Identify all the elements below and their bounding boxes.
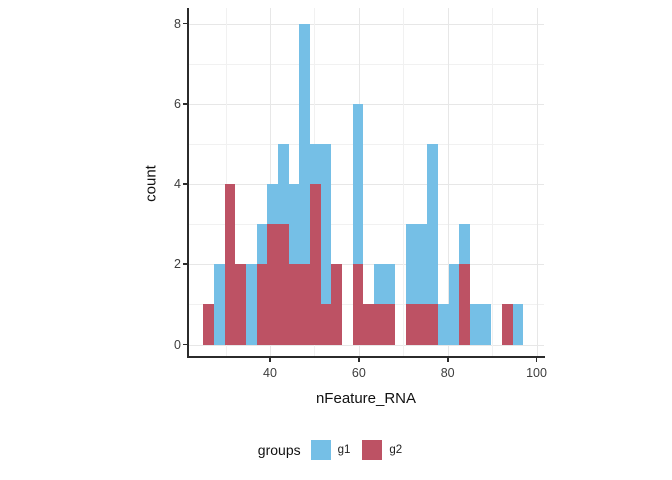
histogram-bar-g2	[235, 264, 246, 345]
histogram-bar-g1	[320, 143, 332, 345]
y-axis-line	[187, 8, 189, 358]
y-tick-label: 2	[174, 257, 181, 272]
x-gridline-minor	[492, 8, 494, 357]
y-gridline-minor	[188, 143, 544, 145]
legend-item-g1: g1	[310, 440, 351, 460]
x-tick-label: 60	[351, 366, 366, 380]
histogram-bar-g1	[437, 304, 449, 345]
histogram-bar-g2	[501, 304, 513, 345]
y-gridline-major	[188, 103, 544, 105]
histogram-bar-g2	[277, 224, 289, 345]
x-tick-mark	[446, 358, 449, 362]
y-gridline-minor	[188, 224, 544, 226]
histogram-bar-g1	[480, 304, 492, 345]
y-tick-label: 6	[174, 96, 181, 111]
y-tick-mark	[183, 183, 187, 185]
histogram-bar-g2	[384, 304, 396, 345]
legend-item-g2: g2	[362, 440, 402, 460]
y-tick-mark	[183, 263, 187, 266]
histogram-bar-g1	[405, 224, 417, 345]
x-tick-label: 40	[263, 366, 277, 380]
x-tick-mark	[357, 358, 360, 362]
x-gridline-major	[536, 8, 538, 357]
histogram-bar-g2	[331, 264, 342, 345]
legend-item-label: g1	[337, 444, 351, 456]
histogram-bar-g1	[448, 264, 460, 345]
histogram-bar-g2	[427, 304, 438, 345]
histogram-bar-g1	[469, 304, 481, 345]
histogram-bar-g1	[214, 264, 225, 345]
x-tick-label: 80	[440, 366, 455, 380]
y-gridline-minor	[188, 63, 544, 65]
plot-panel	[188, 8, 544, 357]
histogram-bar-g2	[224, 184, 236, 345]
y-tick-label: 4	[174, 177, 181, 191]
histogram-bar-g2	[288, 264, 300, 345]
histogram-bar-g1	[299, 23, 310, 345]
x-gridline-major	[447, 8, 449, 357]
histogram-bar-g1	[416, 224, 428, 345]
x-gridline-major	[270, 8, 271, 357]
histogram-bar-g2	[373, 304, 385, 345]
y-gridline-major	[188, 344, 544, 346]
histogram-bar-g2	[363, 304, 374, 345]
legend-item-label: g2	[389, 444, 403, 456]
x-gridline-minor	[403, 8, 405, 357]
x-axis-line	[187, 356, 546, 358]
x-tick-mark	[535, 358, 538, 362]
y-tick-label: 8	[174, 16, 181, 31]
x-gridline-minor	[225, 8, 227, 357]
histogram-bar-g2	[299, 264, 310, 345]
y-tick-mark	[183, 343, 187, 346]
x-tick-mark	[269, 358, 271, 362]
histogram-bar-g2	[459, 264, 470, 345]
histogram-bar-g2	[320, 304, 332, 345]
y-tick-mark	[183, 22, 187, 25]
y-gridline-major	[188, 264, 544, 266]
histogram-bar-g1	[512, 304, 524, 345]
g2-color-swatch-icon	[362, 440, 383, 460]
histogram-bar-g2	[267, 224, 278, 345]
histogram-bar-g2	[416, 304, 428, 345]
histogram-bar-g1	[427, 143, 438, 345]
histogram-bar-g1	[352, 103, 364, 345]
legend-title: groups	[257, 442, 301, 458]
y-tick-mark	[183, 102, 187, 105]
g1-color-swatch-icon	[310, 440, 331, 460]
histogram-bar-g2	[352, 264, 364, 345]
histogram-bar-g1	[246, 264, 257, 345]
y-gridline-major	[188, 23, 544, 25]
x-axis-title: nFeature_RNA	[315, 390, 417, 407]
y-tick-label: 0	[174, 337, 181, 352]
y-axis-title: count	[142, 165, 160, 202]
x-tick-label: 100	[526, 366, 547, 380]
histogram-bar-g2	[256, 264, 268, 345]
legend: groups g1 g2	[0, 440, 672, 460]
y-gridline-major	[188, 184, 544, 185]
histogram-bar-g2	[405, 304, 417, 345]
histogram-bar-g2	[203, 304, 215, 345]
histogram-bar-g2	[309, 184, 321, 345]
